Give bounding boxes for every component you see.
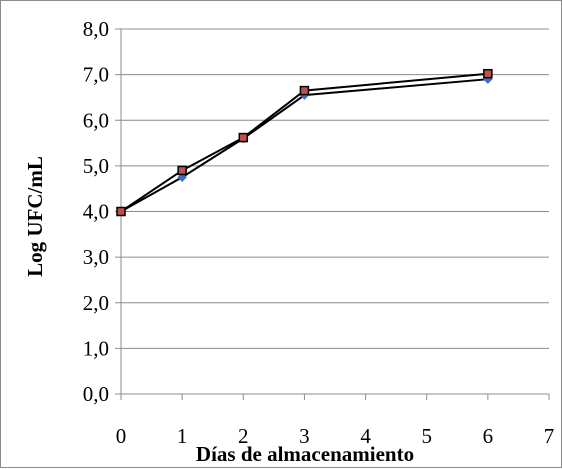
x-tick-label: 7 (544, 424, 555, 448)
data-point (238, 132, 249, 143)
x-tick-label: 4 (360, 424, 371, 448)
data-point (483, 68, 493, 79)
data-point (177, 172, 187, 182)
y-tick-label: 3,0 (83, 245, 109, 269)
x-tick-label: 3 (299, 424, 310, 448)
y-tick-label: 0,0 (83, 382, 109, 406)
y-tick-label: 2,0 (83, 291, 109, 315)
series (116, 68, 493, 217)
data-point (177, 165, 187, 176)
x-tick-label: 2 (238, 424, 249, 448)
tick-labels: 0,0 1,0 2,0 3,0 4,0 5,0 6,0 7,0 8,0 0 1 2 3 4 5 6 7 (83, 17, 555, 448)
y-tick-label: 1,0 (83, 336, 109, 360)
data-point (116, 206, 126, 217)
y-tick-label: 4,0 (83, 200, 109, 224)
x-tick-label: 1 (177, 424, 188, 448)
y-tick-label: 8,0 (83, 17, 109, 41)
data-point (299, 85, 310, 96)
x-axis-title: Días de almacenamiento (196, 442, 414, 466)
y-tick-label: 5,0 (83, 154, 109, 178)
x-tick-label: 5 (421, 424, 432, 448)
y-axis-title: Log UFC/mL (23, 156, 47, 277)
axes (115, 28, 550, 400)
y-tick-label: 7,0 (83, 63, 109, 87)
x-tick-label: 0 (116, 424, 127, 448)
x-tick-label: 6 (483, 424, 494, 448)
y-tick-label: 6,0 (83, 108, 109, 132)
